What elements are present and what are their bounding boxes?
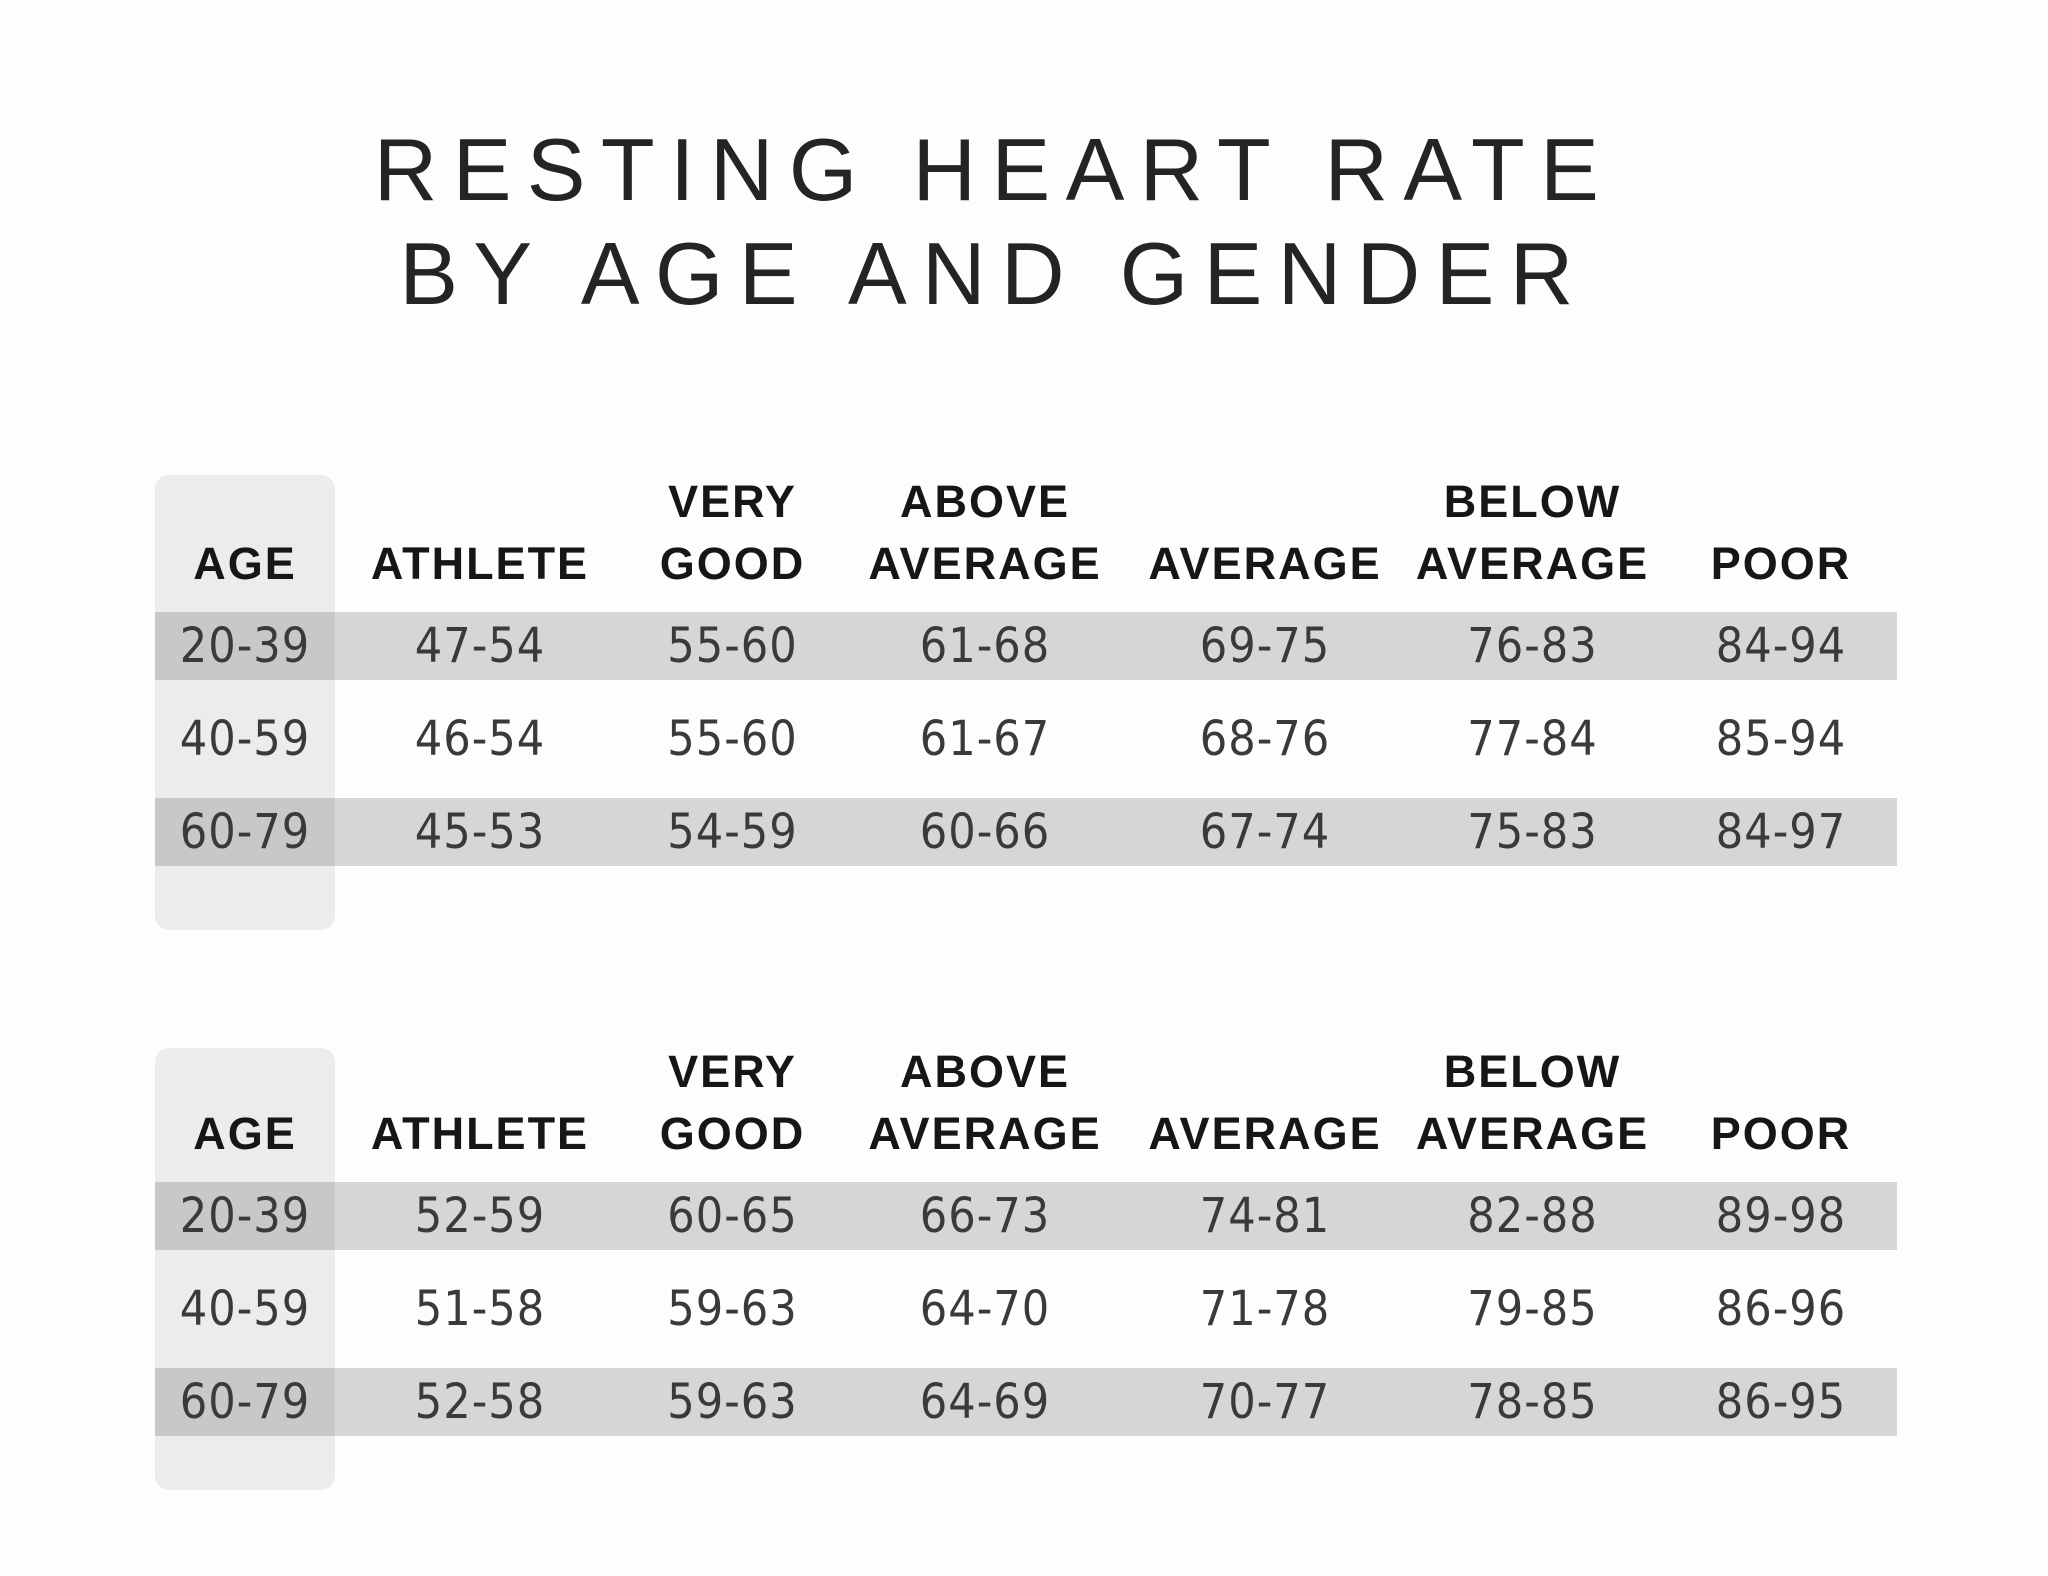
header-line: AVERAGE — [1148, 538, 1382, 589]
table-row: 60-79 52-58 59-63 64-69 70-77 78-85 86-9… — [155, 1368, 1897, 1436]
column-header-athlete: ATHLETE — [335, 1103, 625, 1165]
header-line: AVERAGE — [868, 538, 1102, 589]
column-header-very-good: VERY GOOD — [625, 1041, 840, 1165]
cell-below-average: 79-85 — [1467, 1281, 1598, 1337]
header-line: GOOD — [659, 538, 806, 589]
table-row: 20-39 52-59 60-65 66-73 74-81 82-88 89-9… — [155, 1182, 1897, 1250]
column-header-poor: POOR — [1665, 533, 1897, 595]
cell-age: 20-39 — [179, 618, 311, 674]
header-line: AGE — [193, 538, 297, 589]
header-line: ABOVE — [899, 476, 1071, 527]
table-row: 60-79 45-53 54-59 60-66 67-74 75-83 84-9… — [155, 798, 1897, 866]
cell-very-good: 55-60 — [667, 711, 798, 767]
cell-poor: 84-94 — [1715, 618, 1847, 674]
table-row: 40-59 51-58 59-63 64-70 71-78 79-85 86-9… — [155, 1250, 1897, 1368]
cell-average: 67-74 — [1199, 804, 1331, 860]
header-line: AVERAGE — [1148, 1108, 1382, 1159]
table-header-row: AGE ATHLETE VERY GOOD ABOVE AVERAGE AVER… — [155, 475, 1897, 612]
cell-average: 70-77 — [1199, 1374, 1331, 1430]
column-header-below-average: BELOW AVERAGE — [1400, 1041, 1665, 1165]
header-line: POOR — [1710, 538, 1852, 589]
cell-above-average: 60-66 — [919, 804, 1051, 860]
header-line: AVERAGE — [868, 1108, 1102, 1159]
column-header-above-average: ABOVE AVERAGE — [840, 1041, 1130, 1165]
title-line-1: RESTING HEART RATE — [373, 120, 1615, 219]
cell-above-average: 61-67 — [919, 711, 1051, 767]
cell-athlete: 51-58 — [414, 1281, 546, 1337]
heart-rate-table-2: AGE ATHLETE VERY GOOD ABOVE AVERAGE AVER… — [155, 1046, 1897, 1490]
cell-athlete: 52-59 — [414, 1188, 546, 1244]
title-line-2: BY AGE AND GENDER — [399, 224, 1589, 323]
cell-poor: 86-96 — [1715, 1281, 1847, 1337]
cell-very-good: 59-63 — [667, 1281, 798, 1337]
header-line: AVERAGE — [1415, 538, 1650, 589]
column-header-age: AGE — [155, 533, 335, 595]
cell-poor: 84-97 — [1715, 804, 1847, 860]
column-header-average: AVERAGE — [1130, 1103, 1400, 1165]
cell-athlete: 52-58 — [414, 1374, 546, 1430]
age-column-highlight — [155, 1048, 335, 1490]
cell-above-average: 64-69 — [919, 1374, 1051, 1430]
column-header-average: AVERAGE — [1130, 533, 1400, 595]
cell-age: 20-39 — [179, 1188, 311, 1244]
cell-below-average: 75-83 — [1467, 804, 1598, 860]
cell-below-average: 76-83 — [1467, 618, 1598, 674]
header-line: POOR — [1710, 1108, 1852, 1159]
cell-above-average: 64-70 — [919, 1281, 1051, 1337]
cell-athlete: 46-54 — [414, 711, 546, 767]
header-line: ATHLETE — [370, 538, 590, 589]
cell-below-average: 77-84 — [1467, 711, 1598, 767]
column-header-poor: POOR — [1665, 1103, 1897, 1165]
cell-poor: 85-94 — [1715, 711, 1847, 767]
column-header-age: AGE — [155, 1103, 335, 1165]
header-line: AGE — [193, 1108, 297, 1159]
cell-below-average: 78-85 — [1467, 1374, 1598, 1430]
cell-average: 69-75 — [1199, 618, 1331, 674]
header-line: GOOD — [659, 1108, 806, 1159]
header-line: AVERAGE — [1415, 1108, 1650, 1159]
cell-above-average: 66-73 — [919, 1188, 1051, 1244]
cell-age: 40-59 — [179, 711, 311, 767]
table-row: 20-39 47-54 55-60 61-68 69-75 76-83 84-9… — [155, 612, 1897, 680]
cell-very-good: 55-60 — [667, 618, 798, 674]
column-header-athlete: ATHLETE — [335, 533, 625, 595]
column-header-very-good: VERY GOOD — [625, 471, 840, 595]
cell-average: 71-78 — [1199, 1281, 1331, 1337]
heart-rate-table-1: AGE ATHLETE VERY GOOD ABOVE AVERAGE AVER… — [155, 475, 1897, 930]
header-line: BELOW — [1443, 476, 1622, 527]
cell-age: 40-59 — [179, 1281, 311, 1337]
cell-age: 60-79 — [179, 804, 311, 860]
column-header-below-average: BELOW AVERAGE — [1400, 471, 1665, 595]
cell-poor: 89-98 — [1715, 1188, 1847, 1244]
cell-age: 60-79 — [179, 1374, 311, 1430]
table-header-row: AGE ATHLETE VERY GOOD ABOVE AVERAGE AVER… — [155, 1046, 1897, 1182]
table-row: 40-59 46-54 55-60 61-67 68-76 77-84 85-9… — [155, 680, 1897, 798]
cell-athlete: 45-53 — [414, 804, 546, 860]
header-line: ABOVE — [899, 1046, 1071, 1097]
cell-very-good: 59-63 — [667, 1374, 798, 1430]
header-line: ATHLETE — [370, 1108, 590, 1159]
page-title: RESTING HEART RATE BY AGE AND GENDER — [0, 118, 2018, 326]
cell-below-average: 82-88 — [1467, 1188, 1598, 1244]
cell-poor: 86-95 — [1715, 1374, 1847, 1430]
cell-average: 68-76 — [1199, 711, 1331, 767]
header-line: VERY — [668, 1046, 797, 1097]
header-line: BELOW — [1443, 1046, 1622, 1097]
age-column-highlight — [155, 475, 335, 930]
column-header-above-average: ABOVE AVERAGE — [840, 471, 1130, 595]
cell-average: 74-81 — [1199, 1188, 1331, 1244]
cell-very-good: 54-59 — [667, 804, 798, 860]
cell-athlete: 47-54 — [414, 618, 546, 674]
cell-very-good: 60-65 — [667, 1188, 798, 1244]
cell-above-average: 61-68 — [919, 618, 1051, 674]
header-line: VERY — [668, 476, 797, 527]
